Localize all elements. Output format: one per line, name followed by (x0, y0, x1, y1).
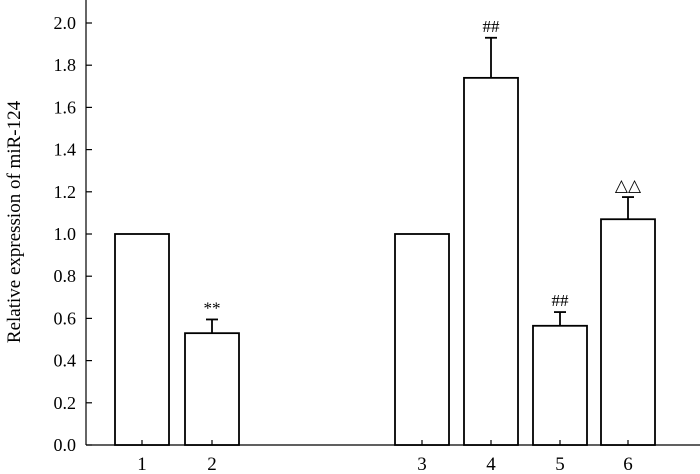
bars: ** ## ## △△ (114, 17, 656, 446)
bar-6 (600, 218, 656, 446)
y-tick-label: 1.2 (54, 182, 77, 202)
y-tick-label: 0.4 (54, 351, 77, 371)
x-axis-labels: 1 2 3 4 5 6 (137, 440, 633, 474)
bar-5 (532, 324, 588, 446)
x-tick-label: 1 (137, 454, 147, 474)
significance-label-4: ## (483, 17, 501, 36)
bar-3 (394, 233, 450, 446)
y-tick-label: 0.8 (54, 266, 77, 286)
bar-2 (184, 332, 240, 446)
y-tick-label: 0.2 (54, 393, 77, 413)
x-tick-label: 2 (207, 454, 217, 474)
y-tick-label: 2.0 (54, 13, 77, 33)
y-axis-label: Relative expression of miR-124 (4, 100, 25, 343)
bar-4 (463, 76, 519, 446)
y-tick-label: 0.0 (54, 435, 77, 455)
y-tick-label: 1.4 (54, 140, 77, 160)
y-tick-label: 1.6 (54, 97, 77, 117)
significance-label-5: ## (552, 291, 570, 310)
y-tick-label: 1.0 (54, 224, 77, 244)
x-tick-label: 4 (486, 454, 496, 474)
bar-1 (114, 233, 170, 446)
y-tick-label: 0.6 (54, 308, 77, 328)
x-tick-label: 3 (417, 454, 427, 474)
x-tick-label: 5 (555, 454, 565, 474)
y-tick-label: 1.8 (54, 55, 77, 75)
significance-label-6: △△ (615, 176, 642, 195)
x-tick-label: 6 (623, 454, 633, 474)
y-axis-ticks: 0.0 0.2 0.4 0.6 0.8 1.0 1.2 1.4 1.6 1.8 2.0 (54, 13, 92, 455)
significance-label-2: ** (204, 298, 221, 317)
